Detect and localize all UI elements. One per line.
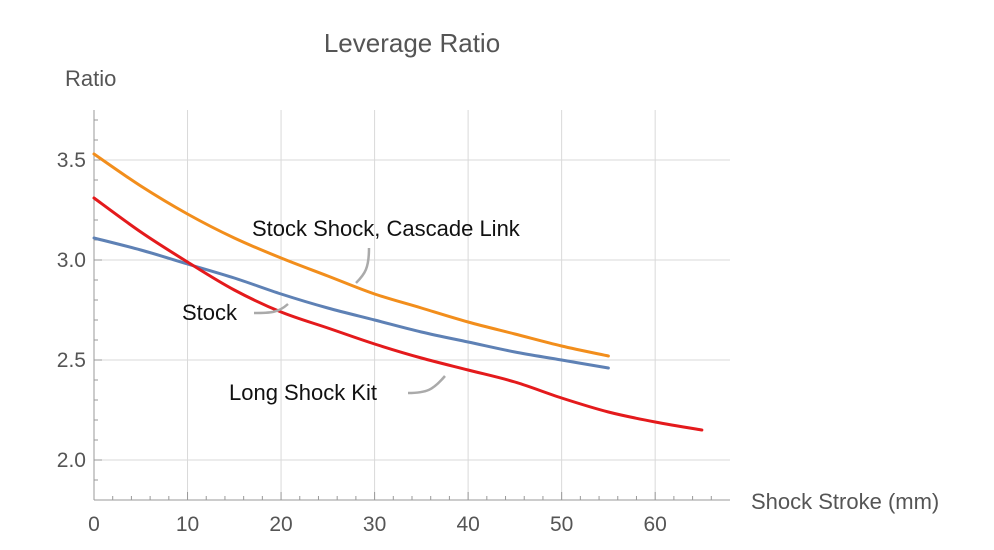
chart-title: Leverage Ratio [324, 28, 500, 58]
series-label-leader [253, 303, 289, 315]
x-tick-label: 20 [269, 513, 292, 536]
y-tick-label: 2.0 [57, 449, 86, 472]
series-label: Long Shock Kit [229, 380, 377, 405]
x-tick-label: 0 [88, 513, 100, 536]
x-tick-label: 50 [550, 513, 573, 536]
series-label: Stock Shock, Cascade Link [252, 216, 521, 241]
series-line [92, 196, 704, 432]
x-axis-label: Shock Stroke (mm) [751, 489, 939, 514]
series-label: Stock [182, 300, 238, 325]
series-lines [92, 152, 704, 432]
x-tick-label: 60 [643, 513, 666, 536]
x-tick-label: 10 [176, 513, 199, 536]
y-tick-label: 3.5 [57, 149, 86, 172]
x-tick-label: 30 [363, 513, 386, 536]
y-axis-label: Ratio [65, 66, 116, 91]
x-tick-label: 40 [456, 513, 479, 536]
y-tick-label: 2.5 [57, 349, 86, 372]
series-line [92, 236, 610, 370]
series-line [92, 152, 610, 358]
y-tick-label: 3.0 [57, 249, 86, 272]
series-label-leader [355, 247, 371, 284]
series-labels: Stock Shock, Cascade Link Stock Long Shock… [182, 216, 521, 405]
axes: 0 10 20 30 40 50 60 2.0 2.5 3.0 3.5 [57, 110, 730, 536]
grid [94, 110, 730, 500]
series-label-leader [407, 375, 446, 395]
